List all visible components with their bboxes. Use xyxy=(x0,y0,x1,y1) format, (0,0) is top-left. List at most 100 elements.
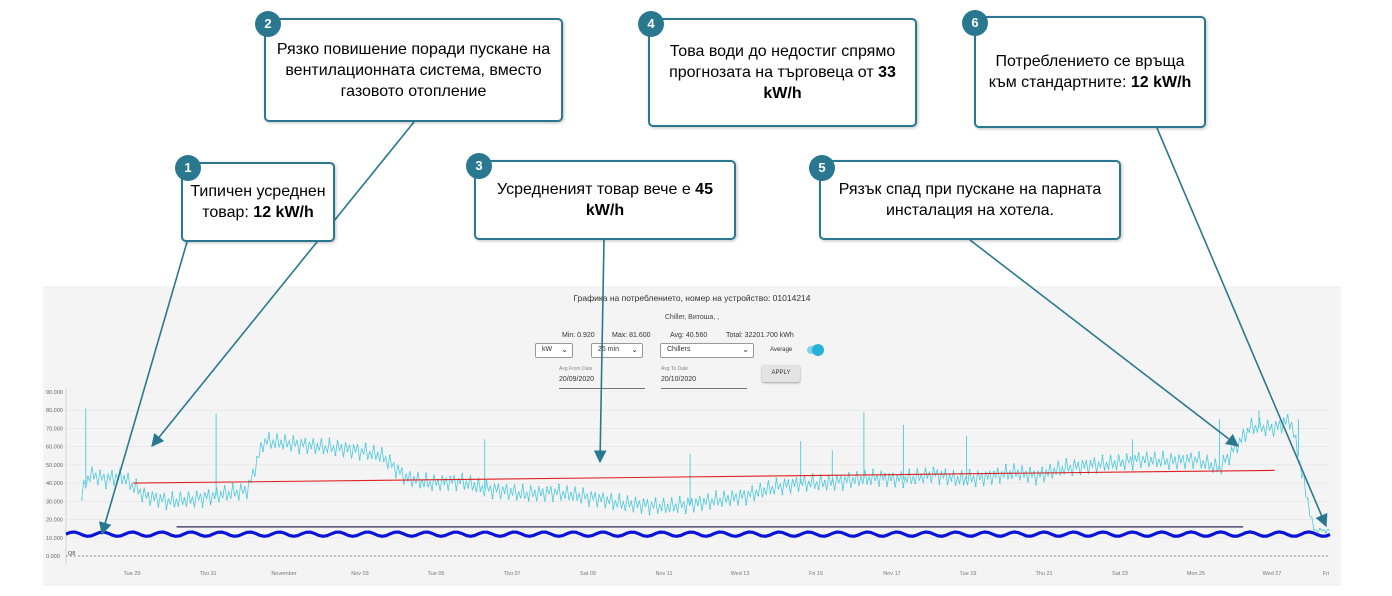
consumption-point xyxy=(286,445,289,448)
consumption-point xyxy=(1234,440,1237,443)
consumption-point xyxy=(328,437,331,440)
consumption-point xyxy=(1210,462,1213,465)
consumption-point xyxy=(1041,466,1044,469)
consumption-point xyxy=(298,452,301,455)
x-tick-label: Thu 31 xyxy=(199,571,216,577)
consumption-point xyxy=(334,454,337,457)
consumption-point xyxy=(1246,427,1249,430)
stat-max: Max: 81.600 xyxy=(612,332,651,339)
consumption-point xyxy=(310,447,313,450)
consumption-point xyxy=(884,472,886,475)
avg-to-input[interactable]: 20/10/2020 xyxy=(661,376,747,389)
y-tick-label: 80.000 xyxy=(46,408,63,414)
baseline-line xyxy=(65,530,1331,538)
consumption-point xyxy=(86,475,89,478)
consumption-point xyxy=(231,482,234,485)
callout-arrow-5 xyxy=(1156,127,1328,528)
callout-6-bold: 12 kW/h xyxy=(1130,74,1192,91)
consumption-point xyxy=(1270,423,1273,426)
avg-to-label: Avg To Date xyxy=(661,366,689,372)
device-select-value: Chillers xyxy=(667,346,691,353)
consumption-point xyxy=(775,477,778,480)
consumption-point xyxy=(1282,417,1285,420)
callout-2-text: Рязко повишение поради пускане на вентил… xyxy=(276,40,551,100)
consumption-point xyxy=(219,491,222,494)
consumption-point xyxy=(521,483,524,486)
chart-title: Графика на потреблението, номер на устро… xyxy=(573,293,811,303)
consumption-line xyxy=(81,413,1331,534)
callout-3: Усредненият товар вече е 45 kW/h xyxy=(474,160,736,240)
consumption-point xyxy=(944,468,947,471)
consumption-point xyxy=(189,501,192,504)
x-tick-label: Wed 27 xyxy=(1263,571,1282,577)
device-select[interactable]: Chillers ⌄ xyxy=(660,343,754,358)
consumption-point xyxy=(1047,474,1050,477)
consumption-point xyxy=(135,478,138,481)
consumption-point xyxy=(1004,463,1007,466)
consumption-point xyxy=(111,470,113,473)
consumption-point xyxy=(564,496,566,499)
consumption-point xyxy=(678,496,681,498)
consumption-point xyxy=(1325,531,1327,534)
plot-area: 0.000 10.000 20.000 30.000 40.000 50.000 60.00… xyxy=(46,388,1331,577)
consumption-point xyxy=(388,454,391,457)
consumption-point xyxy=(1180,461,1182,464)
consumption-point xyxy=(533,489,536,492)
consumption-point xyxy=(92,477,95,480)
callout-2: Рязко повишение поради пускане на вентил… xyxy=(264,18,563,122)
consumption-point xyxy=(1125,453,1128,456)
consumption-point xyxy=(1143,461,1146,464)
consumption-point xyxy=(159,494,162,497)
consumption-point xyxy=(1113,460,1116,463)
x-tick-label: Nov 03 xyxy=(351,571,368,577)
unit-select[interactable]: kW ⌄ xyxy=(535,343,573,358)
consumption-point xyxy=(1011,477,1013,479)
consumption-point xyxy=(551,500,554,503)
x-tick-label: Sat 09 xyxy=(580,571,596,577)
callout-arrows xyxy=(99,121,1328,536)
consumption-point xyxy=(346,450,349,453)
consumption-point xyxy=(171,491,174,494)
badge-2: 2 xyxy=(255,11,281,37)
consumption-point xyxy=(280,439,283,442)
stat-min: Min: 0.920 xyxy=(562,332,595,339)
consumption-point xyxy=(262,450,264,453)
average-toggle[interactable] xyxy=(807,344,824,356)
consumption-point xyxy=(1101,454,1104,457)
badge-5: 5 xyxy=(809,155,835,181)
interval-select[interactable]: 25 min ⌄ xyxy=(591,343,643,358)
consumption-point xyxy=(1319,527,1321,530)
consumption-point xyxy=(304,437,307,440)
consumption-point xyxy=(401,467,403,470)
consumption-point xyxy=(715,490,717,493)
x-tick-label: Thu 07 xyxy=(503,571,520,577)
consumption-point xyxy=(274,446,276,448)
consumption-point xyxy=(642,498,645,501)
apply-button[interactable]: APPLY xyxy=(762,365,800,382)
consumption-point xyxy=(612,507,615,510)
consumption-point xyxy=(237,498,240,501)
consumption-point xyxy=(570,491,572,494)
consumption-point xyxy=(582,487,584,490)
callout-6: Потреблението се връща към стандартните:… xyxy=(974,16,1206,128)
consumption-point xyxy=(745,503,748,506)
consumption-point xyxy=(1059,473,1062,476)
consumption-point xyxy=(751,485,754,488)
consumption-point xyxy=(443,483,446,486)
consumption-point xyxy=(153,498,156,501)
consumption-point xyxy=(787,479,790,482)
badge-6: 6 xyxy=(962,10,988,36)
x-tick-label: Nov 11 xyxy=(655,571,672,577)
consumption-point xyxy=(316,443,319,445)
y-tick-label: 10.000 xyxy=(46,536,63,542)
consumption-point xyxy=(352,444,355,447)
y-tick-label: 50.000 xyxy=(46,463,63,469)
consumption-point xyxy=(1089,459,1092,462)
consumption-point xyxy=(992,470,995,473)
consumption-point xyxy=(1168,467,1170,470)
consumption-point xyxy=(473,482,476,485)
consumption-point xyxy=(624,509,627,512)
consumption-point xyxy=(618,493,621,495)
callout-1-text: Типичен усреднен товар: xyxy=(190,183,326,221)
consumption-point xyxy=(829,484,832,486)
